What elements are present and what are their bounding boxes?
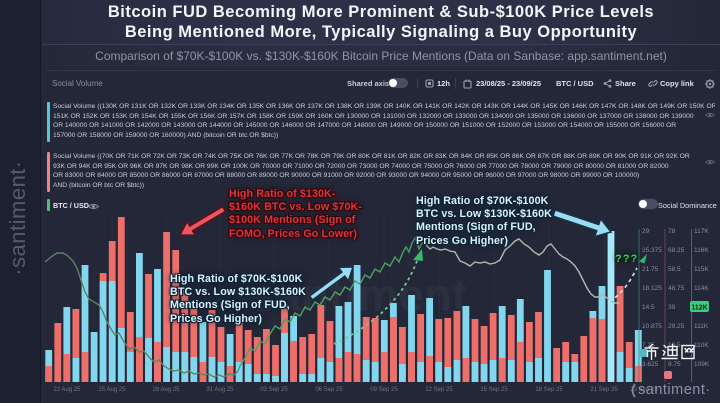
- svg-text:112K: 112K: [691, 305, 707, 312]
